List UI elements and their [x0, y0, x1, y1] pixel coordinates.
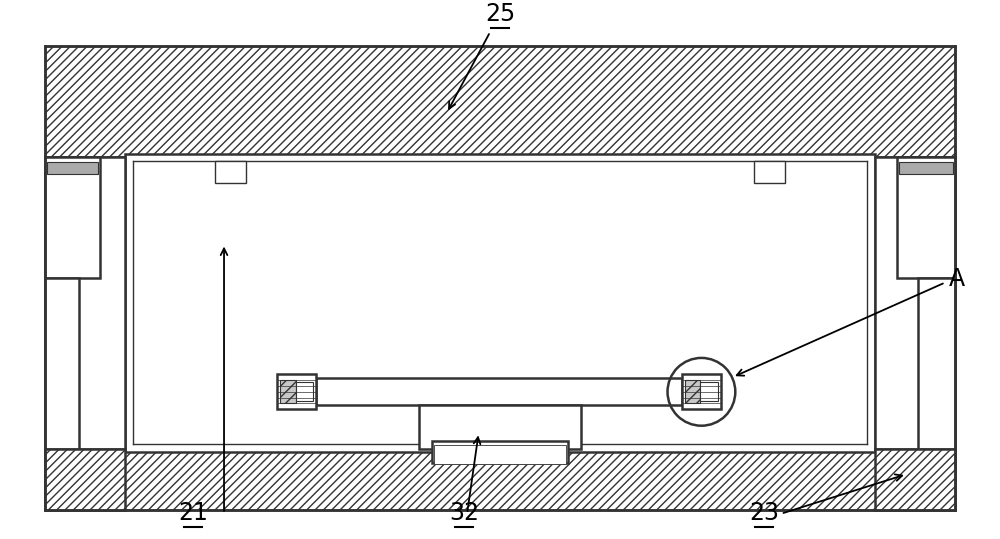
Text: 21: 21 [178, 501, 208, 526]
Bar [47, 162, 98, 174]
Bar [685, 380, 700, 403]
Text: 25: 25 [485, 2, 515, 26]
Bar [277, 375, 316, 409]
Bar [280, 380, 296, 403]
Bar [45, 156, 125, 449]
Text: A: A [948, 267, 964, 292]
Bar [754, 161, 785, 183]
Bar [125, 154, 875, 452]
Bar [899, 162, 953, 174]
Bar [419, 405, 581, 449]
Bar [45, 278, 79, 449]
Bar [45, 449, 955, 510]
Text: 23: 23 [749, 501, 779, 526]
Bar [316, 378, 682, 405]
Bar [682, 375, 721, 409]
Text: 32: 32 [449, 501, 479, 526]
Bar [434, 445, 566, 465]
Bar [45, 156, 100, 278]
Bar [875, 449, 955, 510]
Bar [432, 441, 568, 462]
Bar [700, 382, 718, 402]
Bar [296, 382, 313, 402]
Bar [215, 161, 246, 183]
Bar [918, 278, 955, 449]
Bar [875, 156, 955, 449]
Bar [897, 156, 955, 278]
Bar [45, 46, 955, 156]
Bar [45, 449, 125, 510]
